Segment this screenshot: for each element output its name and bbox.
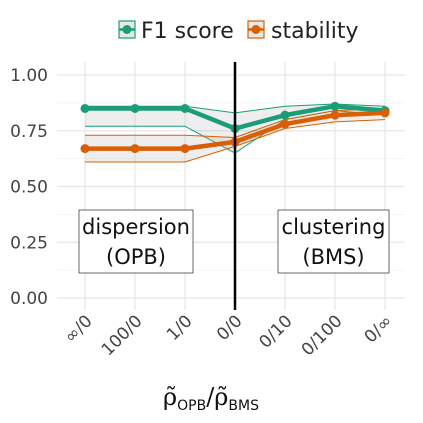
annotation-dispersion-line1: dispersion <box>82 215 190 239</box>
x-axis-tick-labels: ∞/0 100/0 1/0 0/0 0/10 0/100 0/∞ <box>61 311 397 360</box>
legend-entry-stability: stability <box>247 19 359 44</box>
x-axis-title: ρ̃OPB/ρ̃BMS <box>163 383 259 414</box>
y-axis-tick-labels: 0.00 0.25 0.50 0.75 1.00 <box>10 66 48 309</box>
legend-stability-label: stability <box>271 19 359 44</box>
x-axis-title-left-sub: OPB <box>177 398 206 414</box>
point-1-5 <box>330 110 340 120</box>
x-tick-label-0: ∞/0 <box>61 311 97 347</box>
point-1-2 <box>180 144 190 154</box>
x-tick-label-3: 0/0 <box>213 311 246 344</box>
legend: F1 score stability <box>118 19 359 44</box>
point-0-5 <box>330 101 340 111</box>
x-tick-label-4: 0/10 <box>255 311 296 352</box>
annotation-clustering: clustering (BMS) <box>277 209 390 274</box>
x-axis-title-separator: / <box>206 383 215 411</box>
point-1-0 <box>80 144 90 154</box>
x-axis-title-left-symbol: ρ̃ <box>163 383 177 411</box>
point-1-4 <box>280 119 290 129</box>
y-tick-label-1: 0.25 <box>10 233 48 253</box>
point-0-2 <box>180 103 190 113</box>
legend-entry-f1: F1 score <box>118 19 234 44</box>
y-tick-label-3: 0.75 <box>10 122 48 142</box>
legend-stability-key-dot <box>251 25 261 34</box>
point-0-4 <box>280 110 290 120</box>
x-axis-title-text: ρ̃OPB/ρ̃BMS <box>163 383 259 414</box>
legend-f1-key-dot <box>122 25 132 34</box>
point-0-1 <box>130 103 140 113</box>
annotation-clustering-box <box>277 209 390 274</box>
x-axis-title-right-symbol: ρ̃ <box>214 383 228 411</box>
x-tick-label-6: 0/∞ <box>361 311 397 347</box>
point-1-1 <box>130 144 140 154</box>
x-tick-label-2: 1/0 <box>163 311 196 344</box>
y-tick-label-2: 0.50 <box>10 178 48 198</box>
annotation-dispersion-box <box>78 209 194 274</box>
point-0-0 <box>80 103 90 113</box>
legend-f1-label: F1 score <box>141 19 234 44</box>
x-axis-title-right-sub: BMS <box>228 398 259 414</box>
y-tick-label-4: 1.00 <box>10 66 48 86</box>
x-tick-label-5: 0/100 <box>298 311 347 360</box>
annotation-dispersion: dispersion (OPB) <box>78 209 194 274</box>
annotations: dispersion (OPB) clustering (BMS) <box>78 209 390 274</box>
x-tick-label-1: 100/0 <box>98 311 147 360</box>
annotation-clustering-line2: (BMS) <box>302 245 364 269</box>
point-1-6 <box>380 108 390 118</box>
annotation-clustering-line1: clustering <box>282 215 386 239</box>
annotation-dispersion-line2: (OPB) <box>106 245 166 269</box>
y-tick-label-0: 0.00 <box>10 289 48 309</box>
